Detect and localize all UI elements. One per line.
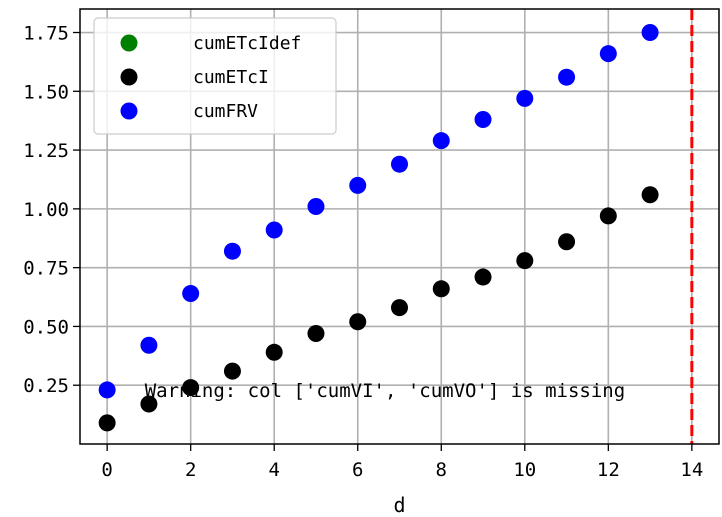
point-cumETcI	[182, 379, 200, 397]
point-cumETcI	[140, 395, 158, 413]
legend-label: cumETcI	[193, 67, 269, 88]
point-cumFRV	[474, 111, 492, 129]
point-cumETcI	[265, 343, 283, 361]
x-tick-label: 0	[101, 459, 112, 481]
point-cumFRV	[265, 221, 283, 239]
annotation-group: Warning: col ['cumVI', 'cumVO'] is missi…	[145, 380, 625, 402]
point-cumFRV	[182, 285, 200, 303]
grid	[80, 9, 719, 444]
x-tick-label: 14	[680, 459, 703, 481]
point-cumETcI	[98, 414, 116, 432]
legend-marker	[120, 34, 138, 52]
legend-marker	[120, 68, 138, 86]
point-cumETcI	[599, 207, 617, 225]
x-axis-label: d	[393, 493, 405, 517]
point-cumFRV	[599, 45, 617, 63]
y-tick-label: 1.75	[23, 23, 69, 45]
point-cumETcI	[432, 280, 450, 298]
point-cumETcI	[516, 252, 534, 270]
point-cumETcI	[474, 268, 492, 286]
point-cumFRV	[432, 132, 450, 150]
x-tick-label: 6	[352, 459, 363, 481]
point-cumETcI	[641, 186, 659, 204]
point-cumFRV	[349, 176, 367, 194]
x-tick-label: 2	[185, 459, 196, 481]
x-tick-label: 10	[513, 459, 536, 481]
x-tick-label: 12	[597, 459, 620, 481]
axis-ticks: 0 2 4 6 8 10 12 14 0.25 0.50 0.75 1.00 1.25 1.50 1.75	[23, 23, 703, 481]
point-cumETcI	[307, 324, 325, 342]
point-cumETcI	[223, 362, 241, 380]
x-tick-label: 8	[436, 459, 447, 481]
y-tick-label: 0.75	[23, 258, 69, 280]
y-tick-label: 1.00	[23, 199, 69, 221]
point-cumFRV	[140, 336, 158, 354]
y-tick-label: 0.25	[23, 375, 69, 397]
plot-frame	[79, 8, 720, 445]
point-cumFRV	[391, 155, 408, 173]
legend-label: cumETcIdef	[193, 33, 301, 54]
legend-box	[93, 17, 337, 135]
point-cumFRV	[307, 198, 325, 216]
point-cumETcI	[558, 233, 576, 251]
y-tick-label: 0.50	[23, 316, 69, 338]
warning-annotation: Warning: col ['cumVI', 'cumVO'] is missi…	[145, 380, 625, 402]
y-tick-label: 1.25	[23, 140, 69, 162]
point-cumFRV	[516, 89, 534, 107]
legend-label: cumFRV	[193, 101, 258, 122]
data-points	[98, 24, 659, 432]
point-cumFRV	[641, 24, 659, 42]
point-cumETcI	[349, 313, 367, 331]
y-tick-label: 1.50	[23, 81, 69, 103]
point-cumFRV	[223, 242, 241, 260]
legend-marker	[120, 102, 138, 120]
point-cumETcI	[391, 299, 408, 317]
legend: cumETcIdef cumETcI cumFRV	[93, 17, 337, 135]
point-cumFRV	[98, 381, 116, 399]
x-tick-label: 4	[268, 459, 279, 481]
point-cumFRV	[558, 68, 576, 86]
